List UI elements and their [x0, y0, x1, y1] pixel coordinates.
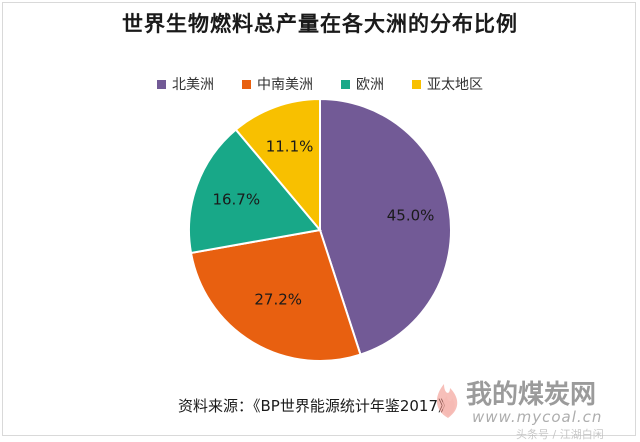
slice-label-europe: 16.7% — [212, 191, 260, 209]
watermark-brand: 我的煤炭网 — [466, 380, 597, 410]
watermark-url: www.mycoal.cn — [472, 408, 603, 426]
source-note: 资料来源：《BP世界能源统计年鉴2017》 — [178, 397, 454, 415]
legend-item-asia-pacific: 亚太地区 — [412, 74, 483, 94]
legend-swatch-north-america — [157, 79, 166, 89]
slice-label-south-central-america: 27.2% — [254, 291, 302, 309]
chart-frame — [2, 2, 636, 436]
legend-item-north-america: 北美洲 — [157, 74, 214, 94]
legend-label-south-central-america: 中南美洲 — [257, 77, 313, 93]
legend-label-europe: 欧洲 — [356, 77, 384, 93]
pie-slice-north-america — [319, 97, 452, 356]
pie-slice-labels: 45.0% 27.2% 16.7% 11.1% — [212, 137, 434, 308]
legend-label-asia-pacific: 亚太地区 — [427, 77, 483, 93]
pie-slice-south-central-america — [189, 228, 362, 362]
pie-slice-asia-pacific — [234, 97, 321, 233]
legend-item-south-central-america: 中南美洲 — [242, 74, 313, 94]
legend-label-north-america: 北美洲 — [172, 77, 214, 93]
slice-label-asia-pacific: 11.1% — [266, 137, 314, 155]
legend-item-europe: 欧洲 — [341, 74, 384, 94]
flame-logo-icon — [436, 384, 458, 418]
slice-label-north-america: 45.0% — [387, 207, 435, 225]
legend-swatch-south-central-america — [242, 79, 251, 89]
chart-title: 世界生物燃料总产量在各大洲的分布比例 — [122, 12, 518, 36]
watermark-sub: 头条号 / 江湖白闲 — [516, 428, 604, 441]
legend-swatch-asia-pacific — [412, 79, 421, 89]
pie-slice-europe — [188, 128, 322, 255]
legend: 北美洲 中南美洲 欧洲 亚太地区 — [0, 74, 640, 94]
pie-slices — [188, 97, 452, 362]
legend-swatch-europe — [341, 79, 350, 89]
watermark: 我的煤炭网 www.mycoal.cn 头条号 / 江湖白闲 — [420, 360, 640, 441]
